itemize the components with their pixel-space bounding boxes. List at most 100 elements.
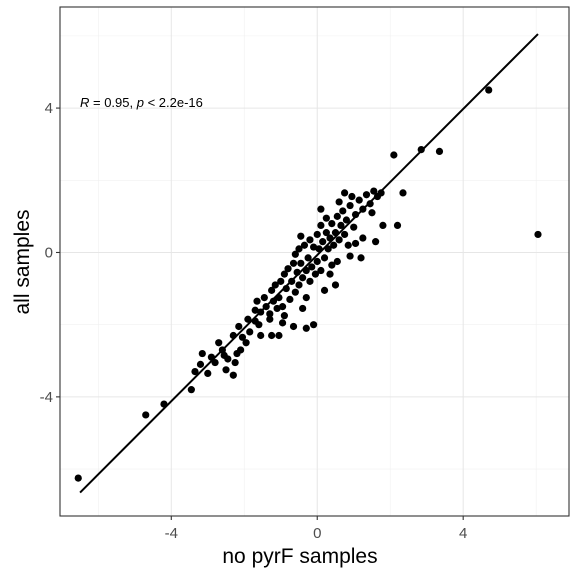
data-point (330, 241, 338, 249)
data-point (435, 147, 444, 155)
data-point (280, 312, 288, 320)
data-point (372, 238, 380, 246)
data-points (74, 86, 542, 482)
data-point (297, 232, 305, 240)
data-point (326, 234, 334, 242)
data-point (350, 223, 358, 231)
data-point (251, 306, 259, 314)
data-point (235, 322, 243, 331)
data-point (319, 238, 327, 246)
data-point (280, 270, 288, 278)
data-point (335, 236, 343, 244)
data-point (326, 270, 334, 278)
data-point (222, 366, 230, 374)
data-point (191, 368, 199, 376)
data-point (220, 351, 228, 359)
x-tick-label: -4 (165, 525, 178, 542)
data-point (291, 250, 299, 258)
data-point (304, 254, 312, 262)
data-point (359, 205, 367, 213)
data-point (309, 243, 318, 251)
data-point (346, 252, 354, 260)
data-point (244, 315, 252, 323)
data-point (288, 277, 296, 285)
data-point (317, 205, 325, 213)
data-point (266, 310, 274, 318)
data-point (207, 353, 216, 361)
data-point (355, 196, 363, 204)
data-point (257, 331, 265, 340)
data-point (333, 257, 341, 266)
data-point (284, 265, 292, 273)
data-point (187, 386, 195, 394)
data-point (351, 239, 360, 248)
data-point (204, 369, 212, 378)
data-point (215, 339, 223, 347)
data-point (370, 187, 378, 195)
data-point (160, 400, 168, 408)
axis-tick-labels: -4 0 4 -4 0 4 (40, 100, 468, 542)
regression-line-group (79, 33, 539, 494)
y-tick-label: 4 (45, 100, 53, 117)
data-point (328, 219, 336, 228)
data-point (309, 321, 318, 329)
data-point (275, 293, 283, 302)
data-point (237, 346, 245, 354)
data-point (255, 321, 263, 329)
r-value-text: = 0.95, (89, 95, 136, 110)
data-point (273, 304, 281, 313)
data-point (534, 230, 542, 239)
data-point (331, 229, 340, 237)
x-tick-label: 0 (313, 525, 321, 542)
data-point (302, 293, 310, 302)
data-point (229, 371, 237, 379)
p-label: p (136, 95, 144, 110)
data-point (211, 358, 219, 367)
data-point (366, 200, 374, 208)
x-tick-label: 4 (459, 525, 467, 542)
data-point (313, 257, 321, 266)
data-point (289, 322, 298, 331)
data-point (289, 259, 298, 267)
data-point (339, 207, 347, 215)
data-point (331, 281, 340, 289)
data-point (399, 189, 407, 197)
data-point (315, 245, 323, 253)
data-point (341, 230, 349, 239)
data-point (333, 212, 341, 220)
data-point (238, 333, 247, 341)
data-point (390, 151, 398, 159)
y-axis-title: all samples (11, 209, 34, 314)
data-point (302, 324, 310, 332)
data-point (275, 331, 283, 340)
data-point (299, 304, 307, 313)
data-point (324, 245, 332, 253)
data-point (351, 210, 360, 219)
data-point (322, 214, 330, 222)
p-value-text: < 2.2e-16 (144, 95, 203, 110)
data-point (262, 303, 270, 311)
data-point (218, 346, 226, 354)
data-point (362, 191, 371, 199)
data-point (299, 274, 307, 282)
data-point (308, 263, 316, 271)
axis-ticks (56, 107, 464, 520)
data-point (344, 241, 352, 249)
regression-line (79, 33, 539, 494)
data-point (341, 189, 349, 197)
data-point (317, 266, 325, 275)
data-point (242, 339, 250, 347)
data-point (485, 86, 493, 94)
data-point (306, 277, 314, 285)
data-point (377, 189, 385, 197)
data-point (295, 245, 303, 253)
plot-panel-border (59, 6, 570, 517)
y-tick-label: 0 (45, 244, 53, 261)
data-point (417, 145, 425, 154)
data-point (300, 241, 309, 249)
data-point (359, 234, 367, 242)
data-point (346, 201, 354, 210)
data-point (74, 474, 82, 482)
data-point (313, 230, 321, 239)
